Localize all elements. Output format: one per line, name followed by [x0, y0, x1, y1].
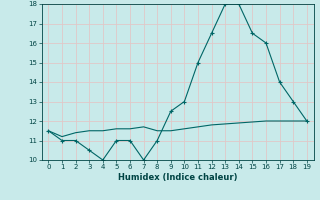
X-axis label: Humidex (Indice chaleur): Humidex (Indice chaleur) [118, 173, 237, 182]
